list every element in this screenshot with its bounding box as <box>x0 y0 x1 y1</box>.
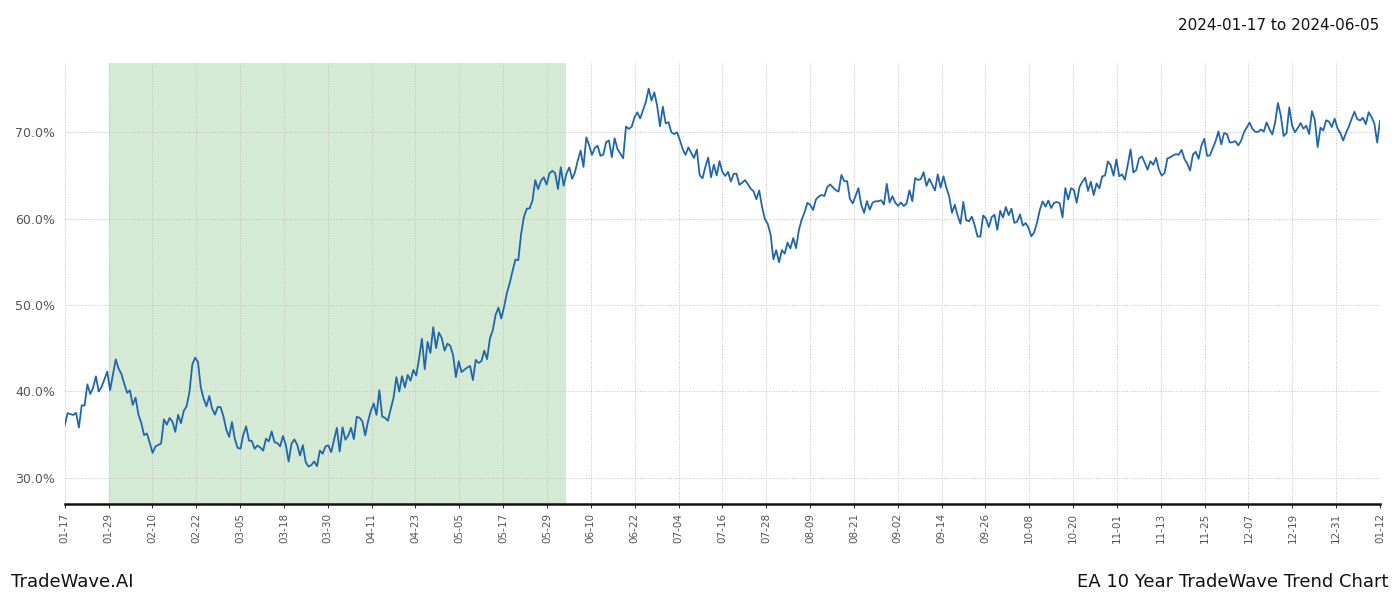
Bar <box>109 63 566 504</box>
Text: 2024-01-17 to 2024-06-05: 2024-01-17 to 2024-06-05 <box>1177 18 1379 33</box>
Text: TradeWave.AI: TradeWave.AI <box>11 573 133 591</box>
Text: EA 10 Year TradeWave Trend Chart: EA 10 Year TradeWave Trend Chart <box>1078 573 1389 591</box>
